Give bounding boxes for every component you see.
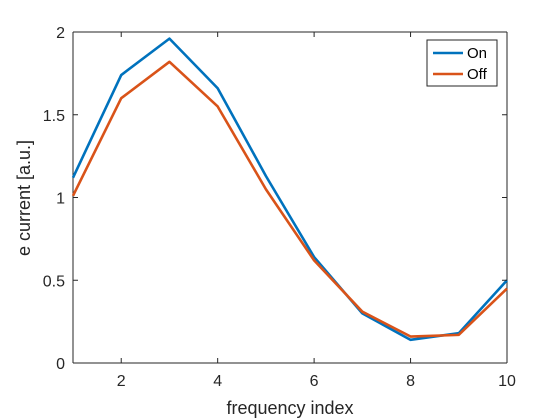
- legend-label-off: Off: [467, 66, 488, 83]
- legend-label-on: On: [467, 45, 487, 62]
- series-line-off: [71, 60, 508, 338]
- series-layer: [71, 37, 508, 342]
- y-tick-label: 1: [56, 191, 65, 208]
- ticks-layer: 2 4 6 8 10 0 0.5 1 1.5 2: [43, 25, 516, 390]
- legend: On Off: [426, 39, 498, 87]
- y-tick-label: 0.5: [43, 273, 65, 290]
- axes-box: [72, 31, 508, 364]
- x-tick-label: 6: [310, 373, 319, 390]
- x-tick-label: 4: [213, 373, 222, 390]
- x-axis-label: frequency index: [226, 398, 353, 418]
- y-tick-label: 1.5: [43, 108, 65, 125]
- x-tick-label: 10: [498, 373, 516, 390]
- x-tick-label: 8: [406, 373, 415, 390]
- y-tick-label: 0: [56, 356, 65, 373]
- y-tick-label: 2: [56, 25, 65, 42]
- x-tick-label: 2: [117, 373, 126, 390]
- legend-box: [426, 39, 498, 87]
- plot-area: [73, 32, 507, 363]
- y-axis-label: e current [a.u.]: [14, 140, 34, 256]
